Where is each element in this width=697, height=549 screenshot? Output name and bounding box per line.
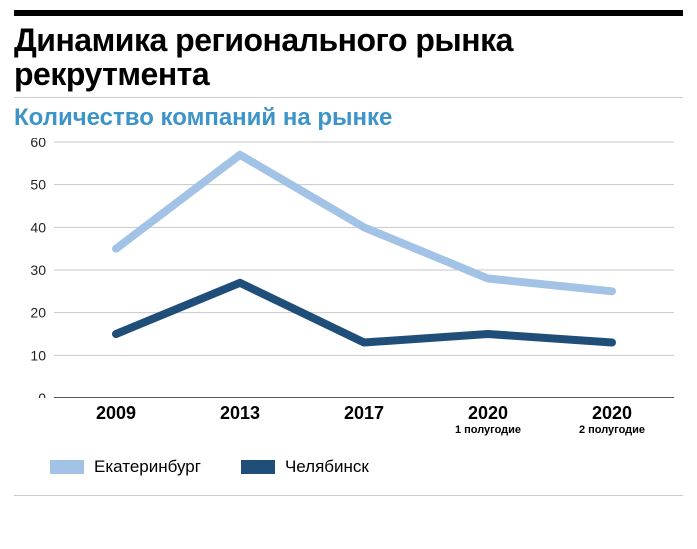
legend-item: Екатеринбург (50, 457, 201, 477)
title-line-1: Динамика регионального рынка (14, 22, 513, 58)
legend-item: Челябинск (241, 457, 369, 477)
x-axis-label: 2020 1 полугодие (426, 404, 550, 436)
x-axis-label: 2013 (178, 404, 302, 436)
x-axis-label: 2017 (302, 404, 426, 436)
chart-container: Динамика регионального рынка рекрутмента… (0, 0, 697, 496)
x-axis-label-sub: 1 полугодие (426, 425, 550, 437)
title-line-2: рекрутмента (14, 56, 209, 92)
sub-title: Количество компаний на рынке (14, 104, 683, 132)
legend: Екатеринбург Челябинск (50, 457, 683, 477)
y-tick-label: 0 (38, 390, 46, 398)
y-tick-label: 30 (30, 262, 46, 278)
divider-rule-1 (14, 97, 683, 98)
x-axis-label-main: 2017 (344, 403, 384, 423)
y-tick-label: 50 (30, 177, 46, 193)
legend-swatch (241, 460, 275, 474)
x-axis-label: 2020 2 полугодие (550, 404, 674, 436)
series-line (116, 155, 612, 292)
x-axis-label-main: 2009 (96, 403, 136, 423)
x-axis-label-sub: 2 полугодие (550, 425, 674, 437)
x-axis-label-main: 2020 (468, 403, 508, 423)
x-axis-label-main: 2013 (220, 403, 260, 423)
divider-rule-2 (14, 495, 683, 496)
y-tick-label: 40 (30, 220, 46, 236)
legend-label: Челябинск (285, 457, 369, 477)
chart-area: 0 10 20 30 40 50 60 2009 2013 2017 2020 1 полугоди… (14, 138, 674, 436)
top-rule (14, 10, 683, 16)
legend-swatch (50, 460, 84, 474)
legend-label: Екатеринбург (94, 457, 201, 477)
main-title: Динамика регионального рынка рекрутмента (14, 24, 683, 91)
y-tick-label: 60 (30, 138, 46, 150)
y-tick-label: 20 (30, 305, 46, 321)
x-axis-label-main: 2020 (592, 403, 632, 423)
y-tick-label: 10 (30, 348, 46, 364)
x-axis-label: 2009 (54, 404, 178, 436)
x-axis-labels: 2009 2013 2017 2020 1 полугодие 2020 2 полугод… (54, 404, 674, 436)
line-chart-svg: 0 10 20 30 40 50 60 (14, 138, 674, 398)
